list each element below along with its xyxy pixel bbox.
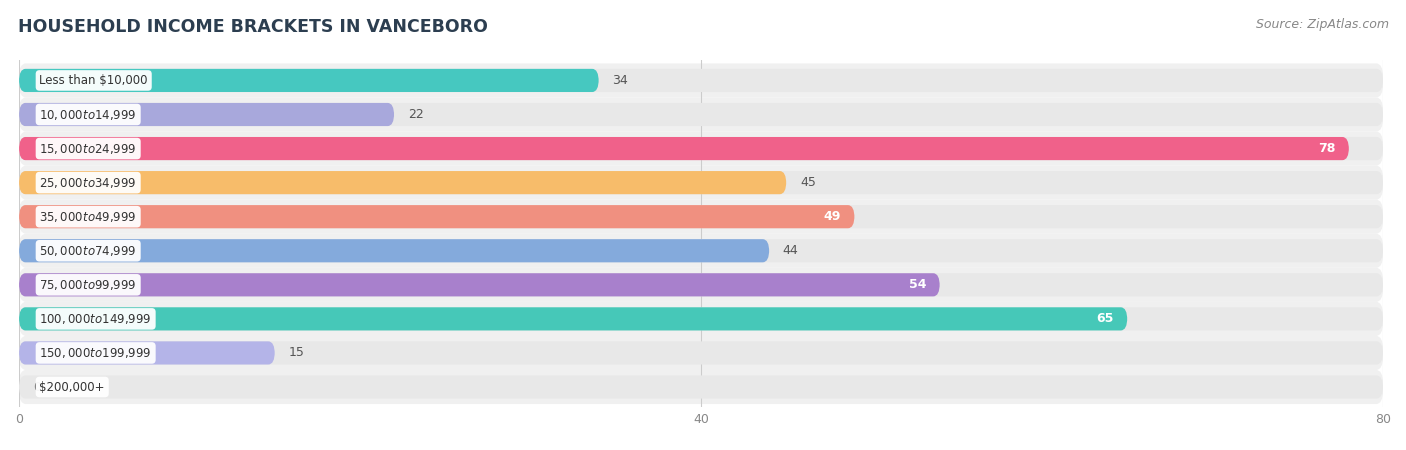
Text: $150,000 to $199,999: $150,000 to $199,999 <box>39 346 152 360</box>
Text: $100,000 to $149,999: $100,000 to $149,999 <box>39 312 152 326</box>
FancyBboxPatch shape <box>20 200 1384 234</box>
Text: $15,000 to $24,999: $15,000 to $24,999 <box>39 142 136 156</box>
FancyBboxPatch shape <box>20 268 1384 302</box>
Text: 54: 54 <box>908 278 927 291</box>
Text: HOUSEHOLD INCOME BRACKETS IN VANCEBORO: HOUSEHOLD INCOME BRACKETS IN VANCEBORO <box>18 18 488 36</box>
Text: 22: 22 <box>408 108 423 121</box>
FancyBboxPatch shape <box>20 69 599 92</box>
Text: 34: 34 <box>613 74 628 87</box>
FancyBboxPatch shape <box>20 69 1384 92</box>
Text: 15: 15 <box>288 346 304 360</box>
FancyBboxPatch shape <box>20 234 1384 268</box>
FancyBboxPatch shape <box>20 307 1128 330</box>
Text: $35,000 to $49,999: $35,000 to $49,999 <box>39 210 136 224</box>
FancyBboxPatch shape <box>20 103 394 126</box>
Text: $75,000 to $99,999: $75,000 to $99,999 <box>39 278 136 292</box>
Text: Less than $10,000: Less than $10,000 <box>39 74 148 87</box>
FancyBboxPatch shape <box>20 239 769 262</box>
FancyBboxPatch shape <box>20 370 1384 404</box>
FancyBboxPatch shape <box>20 342 274 365</box>
FancyBboxPatch shape <box>20 166 1384 200</box>
Text: 0: 0 <box>32 381 41 393</box>
FancyBboxPatch shape <box>20 307 1384 330</box>
FancyBboxPatch shape <box>20 375 1384 399</box>
Text: Source: ZipAtlas.com: Source: ZipAtlas.com <box>1256 18 1389 31</box>
Text: 49: 49 <box>824 210 841 223</box>
FancyBboxPatch shape <box>20 63 1384 98</box>
FancyBboxPatch shape <box>20 302 1384 336</box>
FancyBboxPatch shape <box>20 137 1384 160</box>
FancyBboxPatch shape <box>20 103 1384 126</box>
FancyBboxPatch shape <box>20 239 1384 262</box>
FancyBboxPatch shape <box>20 171 1384 194</box>
Text: 65: 65 <box>1097 312 1114 325</box>
FancyBboxPatch shape <box>20 336 1384 370</box>
FancyBboxPatch shape <box>20 273 1384 297</box>
FancyBboxPatch shape <box>20 342 1384 365</box>
Text: $25,000 to $34,999: $25,000 to $34,999 <box>39 176 136 189</box>
FancyBboxPatch shape <box>20 273 939 297</box>
Text: $50,000 to $74,999: $50,000 to $74,999 <box>39 244 136 258</box>
Text: $200,000+: $200,000+ <box>39 381 105 393</box>
FancyBboxPatch shape <box>20 98 1384 131</box>
Text: 78: 78 <box>1317 142 1336 155</box>
Text: $10,000 to $14,999: $10,000 to $14,999 <box>39 108 136 122</box>
Text: 44: 44 <box>783 244 799 257</box>
FancyBboxPatch shape <box>20 205 855 228</box>
Text: 45: 45 <box>800 176 815 189</box>
FancyBboxPatch shape <box>20 171 786 194</box>
FancyBboxPatch shape <box>20 137 1348 160</box>
FancyBboxPatch shape <box>20 131 1384 166</box>
FancyBboxPatch shape <box>20 205 1384 228</box>
